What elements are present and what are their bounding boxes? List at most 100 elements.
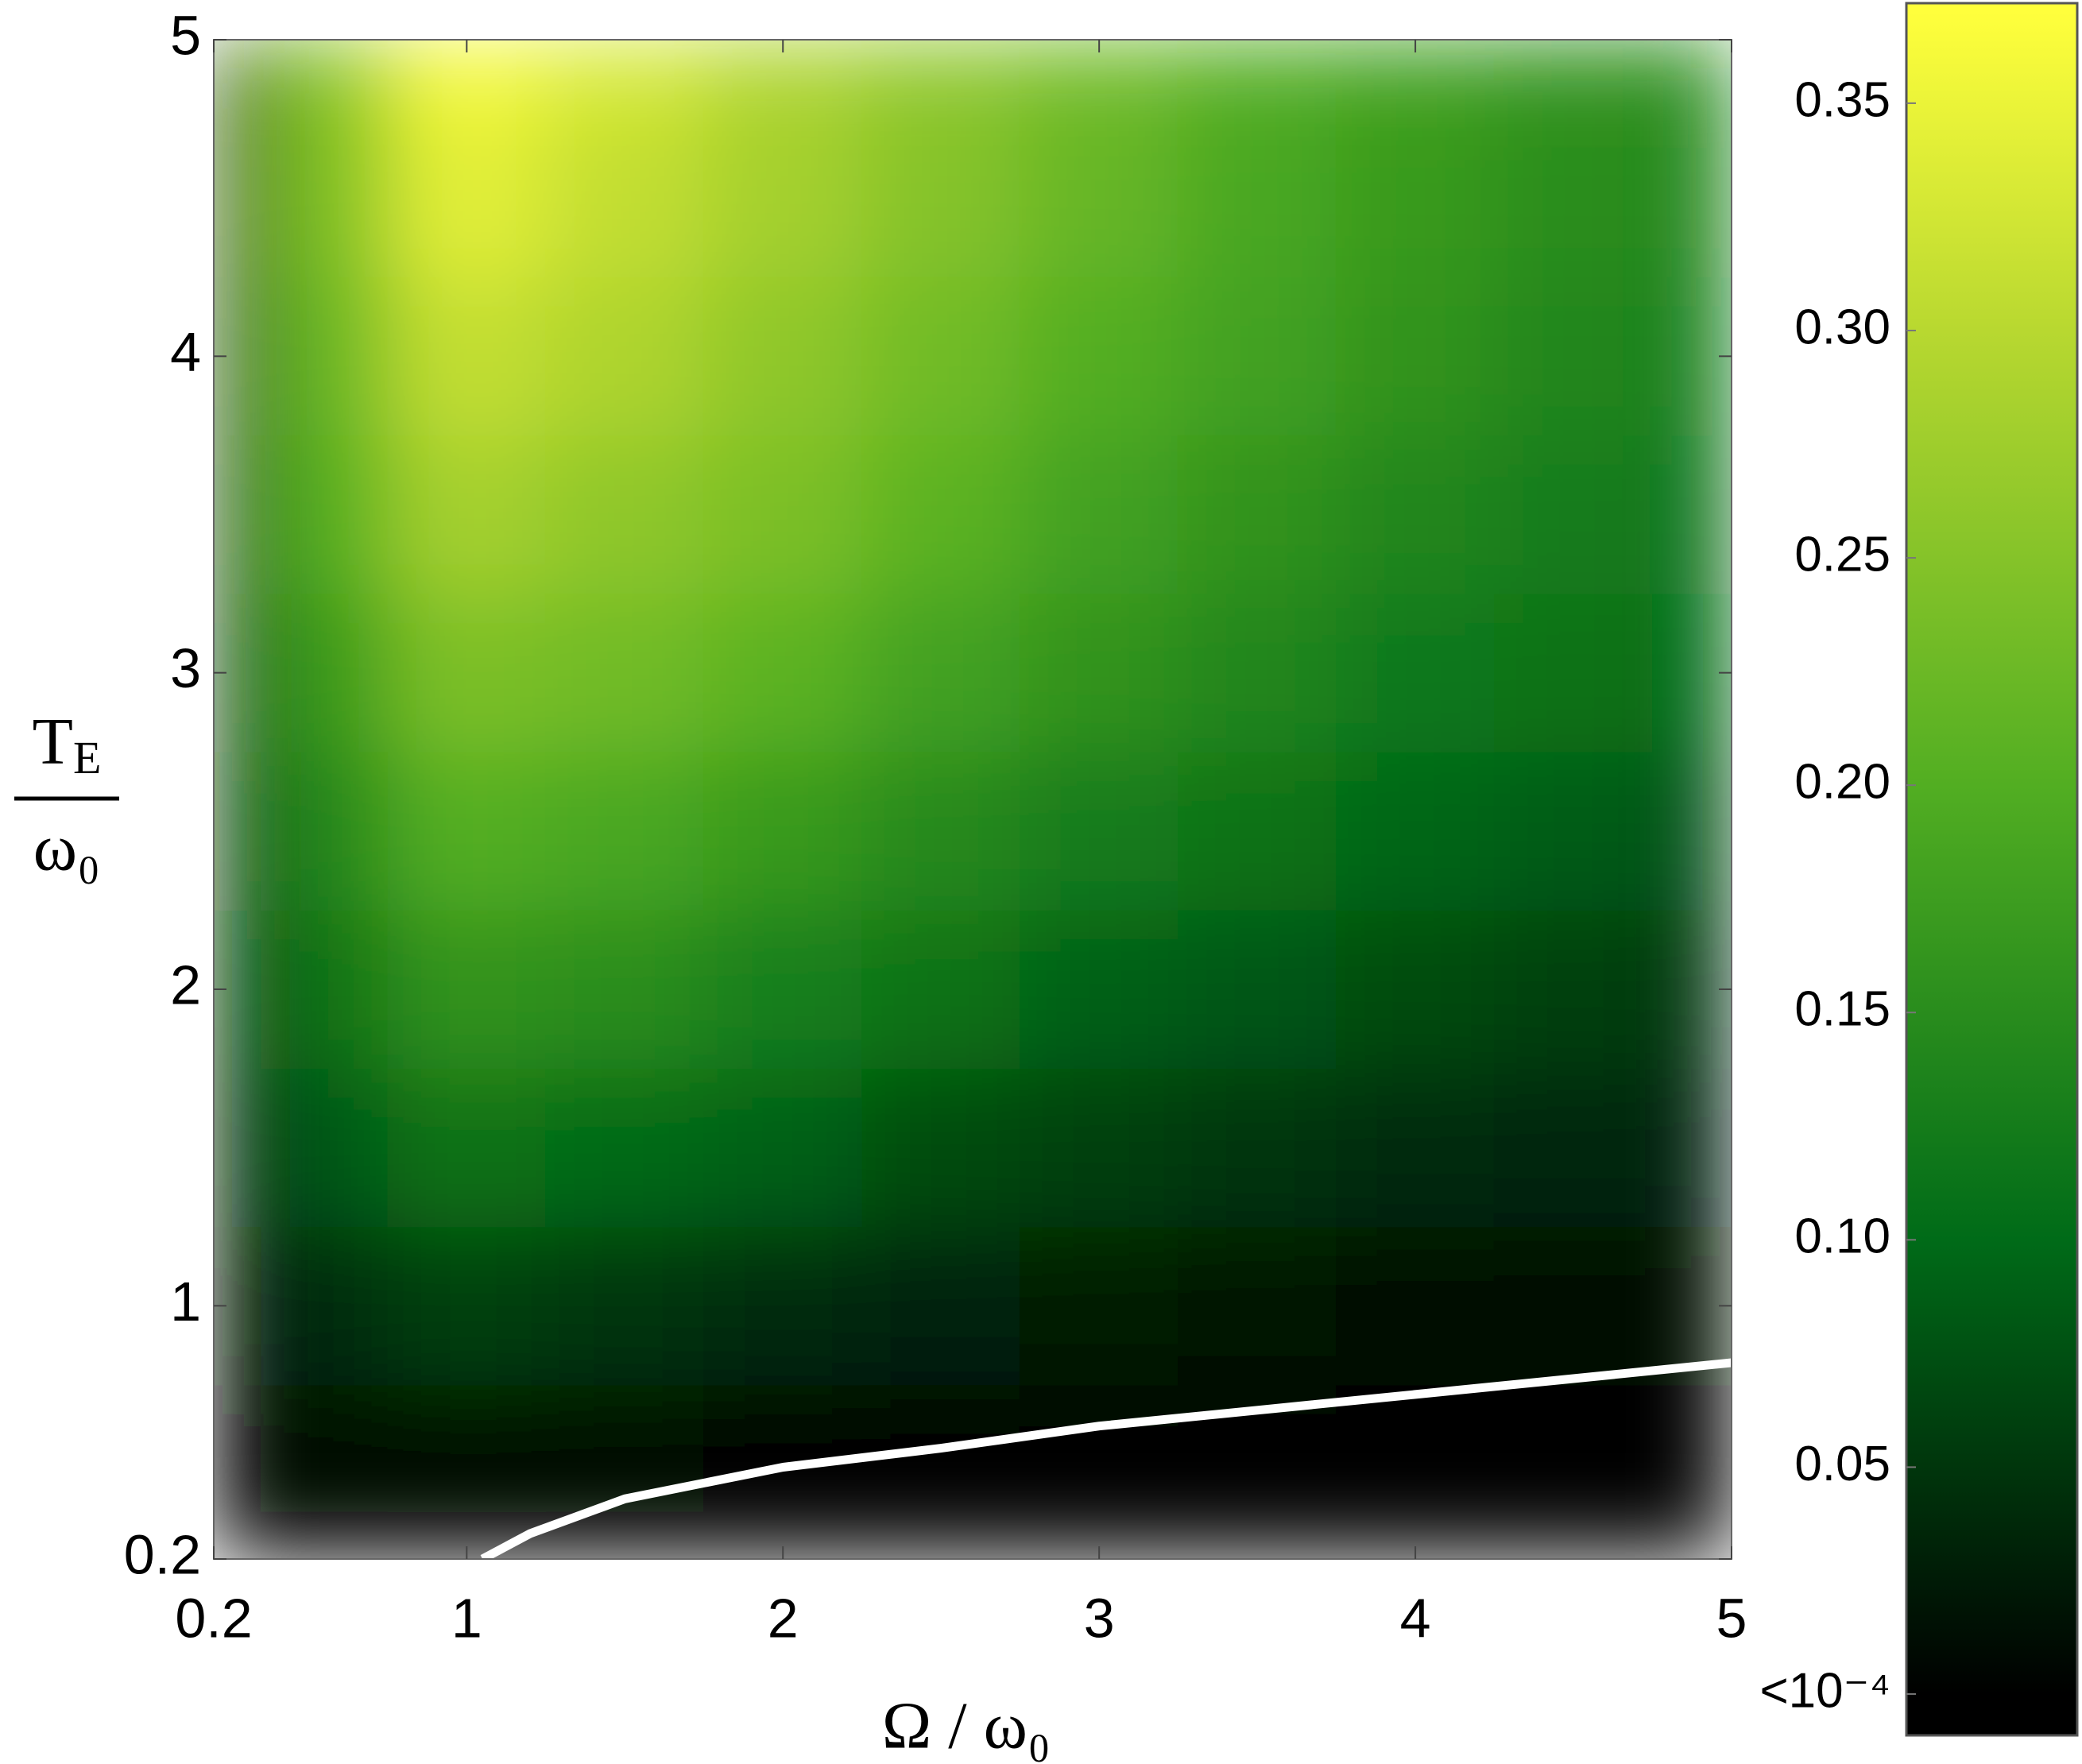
x-tick-label: 1 bbox=[451, 1587, 482, 1649]
colorbar-tick-label: 0.35 bbox=[1794, 72, 1890, 127]
heat-cell bbox=[545, 118, 705, 278]
heat-cell bbox=[214, 751, 262, 911]
heat-cell bbox=[1336, 277, 1496, 436]
heat-cell bbox=[703, 751, 863, 911]
heat-cell bbox=[387, 435, 547, 594]
heat-cell bbox=[261, 593, 389, 752]
plot-frame bbox=[213, 39, 1732, 1560]
heat-cell bbox=[261, 435, 389, 594]
heat-cell bbox=[261, 118, 389, 278]
x-tick-label: 5 bbox=[1716, 1587, 1747, 1649]
heat-cell bbox=[1494, 1511, 1654, 1559]
y-label-sub: E bbox=[73, 732, 101, 783]
heat-cell bbox=[1652, 40, 1732, 120]
heat-cell bbox=[1020, 277, 1179, 436]
colorbar bbox=[1905, 2, 2079, 1737]
heat-cell bbox=[1336, 1226, 1496, 1386]
heat-cell bbox=[1336, 593, 1496, 752]
heatmap-cells bbox=[214, 40, 1732, 1559]
heat-cell bbox=[1178, 751, 1337, 911]
heat-cell bbox=[214, 1511, 262, 1559]
heat-cell bbox=[261, 40, 389, 120]
y-axis-label-denominator: ω₀ bbox=[33, 810, 101, 884]
overlay: 0.2 1 2 3 4 50.212345<10⁻⁴0.050.100.150.200.2… bbox=[124, 2, 2079, 1737]
heat-cell bbox=[545, 909, 705, 1070]
heat-cell bbox=[261, 1068, 389, 1228]
heat-cell bbox=[387, 277, 547, 436]
x-axis-label: Ω / ω₀ bbox=[882, 1689, 1051, 1762]
heat-cell bbox=[1494, 1068, 1654, 1228]
colorbar-tick-label: 0.20 bbox=[1794, 755, 1890, 810]
heat-cell bbox=[387, 593, 547, 752]
heat-cell bbox=[1652, 909, 1732, 1070]
heat-cell bbox=[1494, 1226, 1654, 1386]
heat-cell bbox=[1652, 277, 1732, 436]
heat-cell bbox=[703, 1068, 863, 1228]
colorbar-tick-label: 0.25 bbox=[1794, 527, 1890, 582]
heat-cell bbox=[1652, 1226, 1732, 1386]
heat-cell bbox=[261, 1226, 389, 1386]
heat-cell bbox=[1336, 1068, 1496, 1228]
heat-cell bbox=[214, 1384, 262, 1512]
heat-cell bbox=[861, 435, 1021, 594]
y-axis-label-numerator: TE bbox=[33, 705, 102, 783]
heat-cell bbox=[1494, 435, 1654, 594]
y-tick-label: 2 bbox=[170, 954, 201, 1015]
y-tick-label: 0.2 bbox=[124, 1523, 201, 1585]
heat-cell bbox=[214, 118, 262, 278]
heat-cell bbox=[545, 1226, 705, 1386]
heat-cell bbox=[1652, 1068, 1732, 1228]
x-tick-label: 0.2 bbox=[175, 1587, 252, 1649]
heat-cell bbox=[387, 909, 547, 1070]
heat-cell bbox=[703, 435, 863, 594]
heat-cell bbox=[387, 40, 547, 120]
heat-cell bbox=[1652, 118, 1732, 278]
heat-cell bbox=[261, 751, 389, 911]
heat-cell bbox=[1020, 1068, 1179, 1228]
heat-cell bbox=[1020, 1226, 1179, 1386]
heat-cell bbox=[1178, 1068, 1337, 1228]
x-tick-label: 2 bbox=[768, 1587, 799, 1649]
heat-cell bbox=[1494, 909, 1654, 1070]
heat-cell bbox=[1494, 277, 1654, 436]
heat-cell bbox=[703, 1226, 863, 1386]
heatmap bbox=[214, 40, 1732, 1559]
heat-cell bbox=[703, 1384, 863, 1512]
heat-cell bbox=[545, 751, 705, 911]
heat-cell bbox=[1020, 1384, 1179, 1512]
heat-cell bbox=[1020, 909, 1179, 1070]
heat-cell bbox=[261, 909, 389, 1070]
heat-cell bbox=[861, 118, 1021, 278]
heat-cell bbox=[214, 435, 262, 594]
heat-cell bbox=[1336, 1384, 1496, 1512]
heat-cell bbox=[1020, 118, 1179, 278]
heat-cell bbox=[703, 909, 863, 1070]
colorbar-tick-label: 0.10 bbox=[1794, 1209, 1890, 1264]
heat-cell bbox=[545, 277, 705, 436]
heat-cell bbox=[1494, 593, 1654, 752]
heat-cell bbox=[861, 1226, 1021, 1386]
x-tick-label: 3 bbox=[1084, 1587, 1115, 1649]
heat-cell bbox=[1178, 277, 1337, 436]
heat-cell bbox=[703, 277, 863, 436]
heat-cell bbox=[1178, 1511, 1337, 1559]
y-tick-label: 5 bbox=[170, 4, 201, 66]
heat-cell bbox=[387, 751, 547, 911]
contour-line bbox=[480, 1358, 1732, 1559]
heat-cell bbox=[861, 593, 1021, 752]
heat-cell bbox=[1652, 1511, 1732, 1559]
heat-cell bbox=[1178, 118, 1337, 278]
colorbar-tick-label: 0.15 bbox=[1794, 982, 1890, 1037]
heat-cell bbox=[1020, 751, 1179, 911]
heat-cell bbox=[545, 1384, 705, 1512]
colorbar-tick-label: <10⁻⁴ bbox=[1759, 1663, 1890, 1718]
heat-cell bbox=[1494, 40, 1654, 120]
heat-cell bbox=[861, 909, 1021, 1070]
heat-cell bbox=[545, 435, 705, 594]
heat-cell bbox=[1020, 435, 1179, 594]
heat-cell bbox=[1336, 118, 1496, 278]
heat-cell bbox=[1178, 1226, 1337, 1386]
heat-cell bbox=[861, 1511, 1021, 1559]
heat-cell bbox=[1178, 40, 1337, 120]
